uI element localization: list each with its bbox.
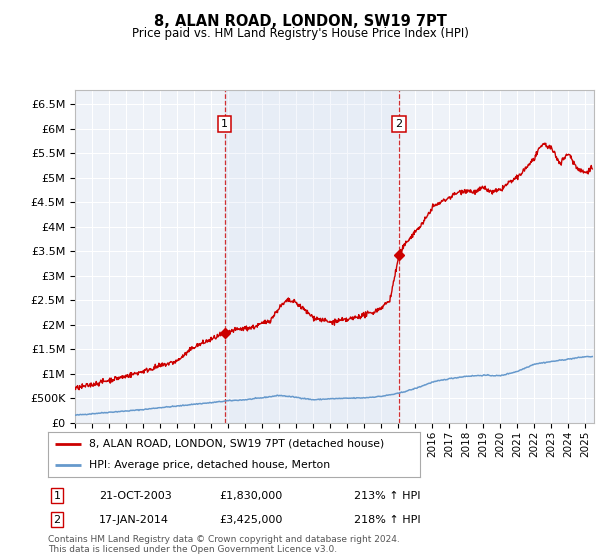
Text: 1: 1: [221, 119, 228, 129]
Text: 218% ↑ HPI: 218% ↑ HPI: [354, 515, 421, 525]
Text: 2: 2: [53, 515, 61, 525]
Text: HPI: Average price, detached house, Merton: HPI: Average price, detached house, Mert…: [89, 460, 330, 470]
Text: 21-OCT-2003: 21-OCT-2003: [99, 491, 172, 501]
Text: 2: 2: [395, 119, 403, 129]
Text: £1,830,000: £1,830,000: [219, 491, 282, 501]
Text: 8, ALAN ROAD, LONDON, SW19 7PT: 8, ALAN ROAD, LONDON, SW19 7PT: [154, 14, 446, 29]
Text: 1: 1: [53, 491, 61, 501]
Text: Contains HM Land Registry data © Crown copyright and database right 2024.
This d: Contains HM Land Registry data © Crown c…: [48, 535, 400, 554]
Bar: [225, 90, 399, 423]
Text: 8, ALAN ROAD, LONDON, SW19 7PT (detached house): 8, ALAN ROAD, LONDON, SW19 7PT (detached…: [89, 439, 384, 449]
Text: Price paid vs. HM Land Registry's House Price Index (HPI): Price paid vs. HM Land Registry's House …: [131, 27, 469, 40]
Text: £3,425,000: £3,425,000: [219, 515, 283, 525]
Text: 213% ↑ HPI: 213% ↑ HPI: [354, 491, 421, 501]
Text: 17-JAN-2014: 17-JAN-2014: [99, 515, 169, 525]
